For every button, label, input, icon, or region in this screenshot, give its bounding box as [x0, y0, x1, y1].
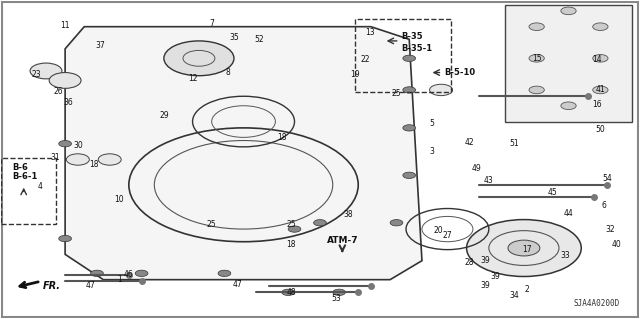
- Text: 39: 39: [481, 281, 490, 291]
- Text: B-6: B-6: [12, 163, 28, 172]
- Text: 12: 12: [188, 74, 197, 83]
- Text: 38: 38: [344, 210, 353, 219]
- Text: 8: 8: [225, 68, 230, 77]
- Circle shape: [390, 219, 403, 226]
- Text: 33: 33: [561, 251, 570, 260]
- Circle shape: [135, 270, 148, 277]
- Text: 34: 34: [509, 291, 519, 300]
- Text: 23: 23: [31, 70, 41, 78]
- Circle shape: [529, 23, 544, 31]
- Text: 46: 46: [124, 271, 134, 279]
- Text: ATM-7: ATM-7: [326, 236, 358, 245]
- Text: 7: 7: [209, 19, 214, 28]
- Text: B-6-1: B-6-1: [12, 172, 38, 182]
- Text: 3: 3: [429, 147, 434, 156]
- Circle shape: [429, 84, 452, 96]
- Circle shape: [403, 55, 415, 62]
- Text: 29: 29: [159, 111, 169, 120]
- Circle shape: [467, 219, 581, 277]
- Circle shape: [593, 23, 608, 31]
- Circle shape: [403, 172, 415, 178]
- Polygon shape: [505, 4, 632, 122]
- Text: 18: 18: [277, 133, 287, 142]
- Text: 28: 28: [465, 258, 474, 267]
- Text: 18: 18: [89, 160, 99, 169]
- Text: 31: 31: [51, 153, 60, 162]
- Text: 20: 20: [433, 226, 443, 235]
- Circle shape: [593, 86, 608, 94]
- Text: 6: 6: [601, 201, 606, 210]
- Circle shape: [288, 226, 301, 232]
- Text: 49: 49: [471, 165, 481, 174]
- Circle shape: [59, 235, 72, 242]
- Circle shape: [593, 55, 608, 62]
- Text: 1: 1: [117, 275, 122, 284]
- Circle shape: [529, 55, 544, 62]
- Text: 39: 39: [490, 272, 500, 281]
- Text: FR.: FR.: [43, 281, 61, 291]
- Text: 52: 52: [255, 35, 264, 44]
- Text: 10: 10: [115, 195, 124, 204]
- Text: 47: 47: [232, 280, 242, 289]
- Circle shape: [561, 7, 576, 15]
- Circle shape: [164, 41, 234, 76]
- Text: 15: 15: [532, 54, 541, 63]
- Text: SJA4A0200D: SJA4A0200D: [573, 299, 620, 308]
- Text: 45: 45: [548, 188, 557, 197]
- Text: 41: 41: [596, 85, 605, 94]
- Text: 37: 37: [95, 41, 105, 50]
- Text: 22: 22: [360, 56, 370, 64]
- Text: 30: 30: [73, 141, 83, 150]
- Text: 42: 42: [465, 137, 474, 147]
- Circle shape: [59, 141, 72, 147]
- Text: 5: 5: [429, 119, 434, 128]
- Text: 16: 16: [593, 100, 602, 109]
- Text: 47: 47: [86, 281, 95, 291]
- Circle shape: [508, 240, 540, 256]
- Text: 32: 32: [605, 225, 615, 234]
- Text: 11: 11: [60, 21, 70, 30]
- Text: 14: 14: [593, 56, 602, 64]
- Circle shape: [99, 154, 121, 165]
- Circle shape: [282, 289, 294, 295]
- Circle shape: [91, 270, 103, 277]
- Text: 54: 54: [602, 174, 612, 183]
- Text: 27: 27: [443, 231, 452, 240]
- Text: 48: 48: [287, 288, 296, 297]
- Polygon shape: [65, 27, 422, 280]
- Text: 18: 18: [287, 241, 296, 249]
- Circle shape: [67, 154, 90, 165]
- Circle shape: [561, 102, 576, 109]
- Text: B-5-10: B-5-10: [444, 68, 476, 77]
- Text: B-35-1: B-35-1: [401, 44, 432, 53]
- Text: 44: 44: [564, 209, 573, 218]
- Text: 25: 25: [392, 89, 401, 98]
- Circle shape: [333, 289, 346, 295]
- Text: 19: 19: [350, 70, 360, 78]
- Circle shape: [30, 63, 62, 79]
- Text: 50: 50: [595, 125, 605, 134]
- Text: 43: 43: [484, 175, 493, 185]
- Text: 53: 53: [331, 294, 341, 303]
- Circle shape: [403, 125, 415, 131]
- Text: 35: 35: [229, 33, 239, 42]
- Text: 25: 25: [287, 220, 296, 229]
- Text: 2: 2: [525, 285, 529, 294]
- Text: 25: 25: [207, 220, 216, 229]
- Circle shape: [218, 270, 231, 277]
- Text: 51: 51: [509, 139, 519, 148]
- Text: B-35: B-35: [401, 32, 422, 41]
- Circle shape: [49, 72, 81, 88]
- Circle shape: [529, 86, 544, 94]
- Circle shape: [314, 219, 326, 226]
- Circle shape: [403, 87, 415, 93]
- Text: 39: 39: [481, 256, 490, 265]
- Text: 26: 26: [54, 87, 63, 96]
- Text: 4: 4: [37, 182, 42, 191]
- Text: 40: 40: [611, 241, 621, 249]
- Text: 17: 17: [522, 245, 532, 254]
- Text: 36: 36: [63, 98, 73, 107]
- Text: 13: 13: [365, 28, 374, 37]
